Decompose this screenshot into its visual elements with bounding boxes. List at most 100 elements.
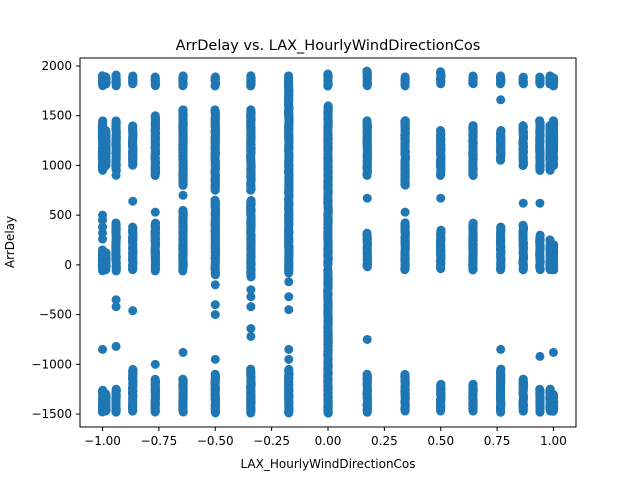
y-tick-label: −500 [39,308,72,322]
data-point [98,222,108,232]
y-tick-label: −1000 [31,357,72,371]
data-point [111,218,121,228]
data-point [210,195,220,205]
data-point [400,72,410,82]
data-point [128,121,138,131]
data-point [436,379,446,389]
data-point [518,198,528,208]
x-tick-label: 0.00 [315,434,342,448]
data-point [496,95,506,105]
data-point [128,306,138,316]
data-point [151,218,161,228]
data-point [400,218,410,228]
data-point [246,364,256,374]
data-point [535,351,545,361]
data-point [362,193,372,203]
y-axis-ticks: −1500 −1000 −500 0 500 1000 1500 2000 [31,59,80,421]
data-point [535,384,545,394]
data-point [210,300,220,310]
y-tick-label: −1500 [31,407,72,421]
data-point [246,331,256,341]
data-point [323,69,333,79]
data-point [111,295,121,305]
data-point [101,389,111,399]
x-tick-label: 1.00 [540,434,567,448]
data-point [98,210,108,220]
data-point [284,292,294,302]
data-point [98,116,108,126]
data-point [518,220,528,230]
data-point [518,121,528,131]
data-point [210,72,220,82]
data-point [210,105,220,115]
data-point [362,369,372,379]
data-point [284,71,294,81]
data-point [101,126,111,136]
data-point [400,116,410,126]
data-point [436,67,446,77]
data-point [362,334,372,344]
chart-title: ArrDelay vs. LAX_HourlyWindDirectionCos [176,38,481,54]
x-axis-ticks: −1.00 −0.75 −0.50 −0.25 0.00 0.25 0.50 0.75 1.00 [84,427,567,448]
data-point [111,384,121,394]
data-point [468,71,478,81]
y-tick-label: 1000 [41,158,72,172]
data-point [246,71,256,81]
data-point [362,228,372,238]
data-point [150,72,160,82]
data-point [210,374,220,384]
data-point [549,240,559,250]
data-point [128,364,138,374]
data-point [128,71,138,81]
x-tick-label: 0.75 [484,434,511,448]
data-point [468,121,478,131]
data-point [111,70,121,80]
data-point [111,302,121,312]
data-point [284,305,294,315]
data-point [111,341,121,351]
data-point [549,73,559,83]
data-point [284,364,294,374]
x-tick-label: 0.50 [427,434,454,448]
data-point [178,205,188,215]
data-point [496,126,506,136]
data-point [548,347,558,357]
data-point [246,105,256,115]
data-point [548,389,558,399]
x-axis-label: LAX_HourlyWindDirectionCos [240,457,415,471]
data-point [400,369,410,379]
y-axis-label: ArrDelay [3,216,17,268]
data-point [362,116,372,126]
x-tick-label: 0.25 [371,434,398,448]
x-tick-label: −0.75 [141,434,178,448]
data-point [246,302,256,312]
data-point [435,126,445,136]
y-tick-label: 1500 [41,109,72,123]
data-point [150,207,160,217]
data-point [400,207,410,217]
data-point [496,364,506,374]
data-point [111,170,121,180]
data-point [535,198,545,208]
data-points [97,66,559,418]
data-point [150,359,160,369]
data-point [496,344,506,354]
data-point [548,116,558,126]
data-point [496,71,506,81]
data-point [468,218,478,228]
data-point [518,72,528,82]
data-point [535,72,545,82]
data-point [468,379,478,389]
data-point [246,285,256,295]
data-point [101,72,111,82]
data-point [178,190,188,200]
data-point [246,195,256,205]
y-tick-label: 0 [64,258,72,272]
data-point [496,222,506,232]
data-point [323,101,333,111]
data-point [246,292,256,302]
data-point [111,116,121,126]
data-point [284,354,294,364]
data-point [362,66,372,76]
